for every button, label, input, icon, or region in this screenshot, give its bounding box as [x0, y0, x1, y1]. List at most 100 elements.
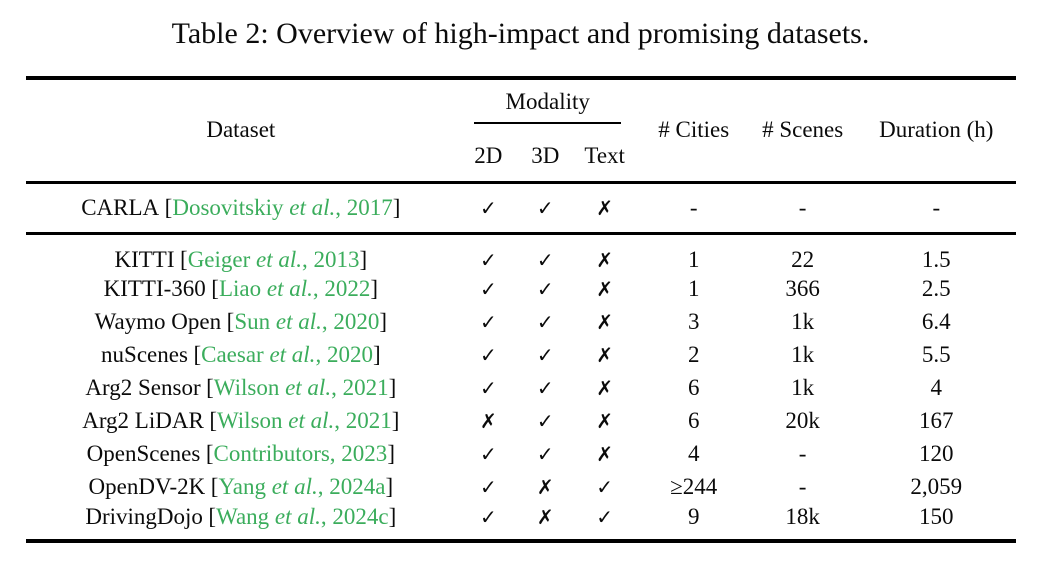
modality-2d-mark: ✓: [479, 195, 497, 220]
cities-value: 4: [687, 441, 700, 466]
citation-author: Geiger: [187, 246, 257, 272]
cities-value: 1: [687, 246, 700, 272]
column-header-2d: 2D: [474, 143, 503, 169]
duration-value: 150: [919, 503, 954, 529]
citation-close-bracket: ]: [359, 246, 368, 272]
citation-open-bracket: [: [164, 194, 173, 220]
dataset-name: Arg2 LiDAR: [82, 408, 204, 433]
dataset-cell: KITTI [Geiger et al., 2013]: [26, 233, 457, 273]
duration-value: 120: [919, 441, 954, 466]
cities-value: 1: [687, 276, 700, 301]
modality-text-mark: ✗: [596, 277, 614, 301]
modality-2d-mark: ✓: [479, 310, 497, 334]
column-header-text: Text: [584, 143, 625, 169]
column-header-scenes: # Scenes: [762, 117, 844, 143]
dataset-cell: nuScenes [Caesar et al., 2020]: [26, 339, 457, 372]
dataset-cell: CARLA [Dosovitskiy et al., 2017]: [26, 182, 457, 233]
citation-link[interactable]: Liao et al., 2022: [219, 276, 370, 301]
citation-year: , 2024a: [317, 474, 386, 499]
citation-close-bracket: ]: [388, 503, 397, 529]
modality-text-mark: ✓: [596, 504, 614, 529]
dataset-cell: Waymo Open [Sun et al., 2020]: [26, 306, 457, 339]
citation-author: Yang: [218, 474, 272, 499]
modality-3d-mark: ✓: [536, 442, 554, 466]
modality-text-mark: ✗: [596, 343, 614, 367]
scenes-value: 1k: [791, 342, 815, 367]
modality-text-mark: ✗: [596, 409, 614, 433]
cities-value: 9: [687, 503, 700, 529]
dataset-cell: Arg2 Sensor [Wilson et al., 2021]: [26, 372, 457, 405]
citation-close-bracket: ]: [370, 276, 379, 301]
column-header-duration: Duration (h): [879, 117, 994, 143]
citation-link[interactable]: Sun et al., 2020: [234, 309, 379, 334]
citation-etal: et al.: [269, 342, 316, 367]
citation-link[interactable]: Dosovitskiy et al., 2017: [172, 195, 392, 220]
scenes-value: 20k: [785, 408, 820, 433]
citation-year: , 2020: [315, 342, 373, 367]
citation-year: , 2013: [302, 246, 360, 272]
duration-value: 5.5: [921, 342, 951, 367]
scenes-value: -: [798, 194, 807, 220]
citation-open-bracket: [: [180, 246, 188, 272]
modality-text-mark: ✓: [596, 475, 614, 499]
table-row: CARLA [Dosovitskiy et al., 2017] ✓ ✓ ✗ - …: [26, 182, 1016, 233]
dataset-name: DrivingDojo: [85, 503, 203, 529]
citation-link[interactable]: Caesar et al., 2020: [201, 342, 373, 367]
cities-value: ≥244: [670, 474, 718, 499]
dataset-name: OpenDV-2K: [88, 474, 206, 499]
citation-open-bracket: [: [193, 342, 202, 367]
column-header-cities: # Cities: [658, 117, 730, 143]
citation-year: , 2020: [321, 309, 380, 334]
citation-open-bracket: [: [210, 474, 219, 499]
table-row: OpenScenes [Contributors, 2023] ✓ ✓ ✗ 4 -…: [26, 438, 1016, 471]
citation-author: Wang: [216, 503, 275, 529]
citation-link[interactable]: Geiger et al., 2013: [188, 247, 360, 272]
citation-link[interactable]: Wang et al., 2024c: [216, 504, 389, 529]
duration-value: 1.5: [921, 246, 951, 272]
citation-author: Caesar: [201, 342, 270, 367]
modality-text-mark: ✗: [596, 310, 614, 334]
dataset-cell: Arg2 LiDAR [Wilson et al., 2021]: [26, 405, 457, 438]
citation-open-bracket: [: [206, 375, 214, 400]
table-row: DrivingDojo [Wang et al., 2024c] ✓ ✗ ✓ 9 …: [26, 504, 1016, 541]
modality-2d-mark: ✓: [479, 343, 497, 367]
citation-open-bracket: [: [226, 309, 235, 334]
citation-etal: et al.: [271, 474, 318, 499]
table-row: Waymo Open [Sun et al., 2020] ✓ ✓ ✗ 3 1k …: [26, 306, 1016, 339]
dataset-name: nuScenes: [101, 342, 188, 367]
dataset-name: Arg2 Sensor: [85, 375, 201, 400]
table-section-real-world: KITTI [Geiger et al., 2013] ✓ ✓ ✗ 1 22 1.…: [26, 233, 1016, 541]
duration-value: 167: [919, 408, 954, 433]
citation-author: Dosovitskiy: [172, 194, 290, 220]
dataset-name: CARLA: [81, 194, 160, 220]
citation-etal: et al.: [266, 276, 313, 301]
citation-open-bracket: [: [211, 276, 219, 301]
modality-2d-mark: ✓: [479, 247, 497, 272]
citation-link[interactable]: Wilson et al., 2021: [217, 408, 392, 433]
modality-3d-mark: ✓: [536, 195, 554, 220]
citation-close-bracket: ]: [391, 408, 400, 433]
citation-etal: et al.: [288, 408, 335, 433]
scenes-value: 1k: [791, 375, 815, 400]
modality-2d-mark: ✗: [479, 409, 497, 433]
citation-close-bracket: ]: [385, 474, 394, 499]
citation-link[interactable]: Wilson et al., 2021: [214, 375, 389, 400]
table-header: Dataset Modality # Cities # Scenes Durat…: [25, 78, 1016, 182]
dataset-cell: OpenScenes [Contributors, 2023]: [26, 438, 457, 471]
citation-year: , 2024c: [320, 503, 389, 529]
dataset-cell: DrivingDojo [Wang et al., 2024c]: [26, 504, 457, 541]
citation-link[interactable]: Contributors, 2023: [214, 441, 388, 466]
duration-value: 2,059: [910, 474, 963, 499]
modality-3d-mark: ✓: [536, 343, 554, 367]
duration-value: 4: [930, 375, 943, 400]
scenes-value: -: [798, 474, 807, 499]
table-row: KITTI [Geiger et al., 2013] ✓ ✓ ✗ 1 22 1.…: [26, 233, 1016, 273]
cities-value: 6: [687, 375, 700, 400]
citation-link[interactable]: Yang et al., 2024a: [218, 474, 385, 499]
duration-value: 6.4: [921, 309, 951, 334]
modality-text-mark: ✗: [596, 442, 614, 466]
table-row: Arg2 Sensor [Wilson et al., 2021] ✓ ✓ ✗ 6…: [26, 372, 1016, 405]
column-header-dataset: Dataset: [206, 117, 276, 143]
citation-year: , 2021: [334, 408, 392, 433]
citation-etal: et al.: [285, 375, 332, 400]
